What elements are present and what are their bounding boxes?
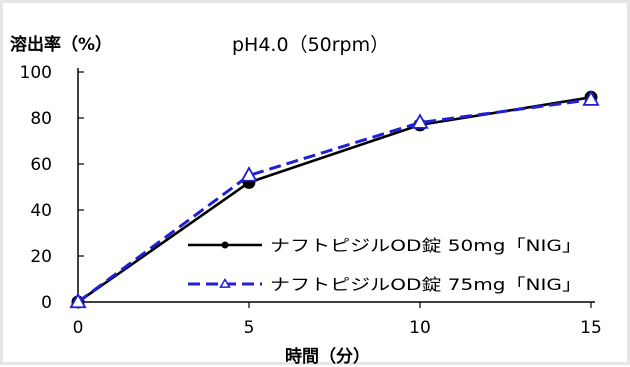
series-layer <box>69 90 600 309</box>
x-axis-label: 時間（分） <box>285 347 370 367</box>
y-tick-label: 60 <box>30 155 52 175</box>
y-tick-label: 0 <box>41 293 52 313</box>
legend-label-1: ナフトピジルOD錠 50mg「NIG」 <box>270 236 582 255</box>
y-tick-label: 100 <box>20 63 52 83</box>
chart-title: pH4.0（50rpm） <box>232 34 390 56</box>
series-line <box>77 98 592 304</box>
data-point <box>69 292 87 309</box>
data-point <box>240 166 258 182</box>
legend-marker-2 <box>219 278 231 288</box>
y-axis-label: 溶出率（%） <box>10 35 113 55</box>
legend: ナフトピジルOD錠 50mg「NIG」ナフトピジルOD錠 75mg「NIG」 <box>188 236 582 294</box>
y-tick-label: 80 <box>30 109 52 129</box>
series-2 <box>69 90 600 309</box>
x-tick-label: 15 <box>580 318 602 338</box>
x-tick-label: 0 <box>73 318 84 338</box>
y-tick-label: 20 <box>30 247 52 267</box>
legend-marker-1 <box>221 241 229 249</box>
axes <box>77 68 595 303</box>
x-ticks: 0 5 10 15 <box>73 302 602 338</box>
y-ticks: 0 20 40 60 80 100 <box>20 63 84 313</box>
data-point <box>411 113 429 129</box>
series-line <box>77 96 592 304</box>
data-point <box>582 90 600 106</box>
x-tick-label: 5 <box>244 318 255 338</box>
legend-label-2: ナフトピジルOD錠 75mg「NIG」 <box>270 275 582 294</box>
y-tick-label: 40 <box>30 201 52 221</box>
x-tick-label: 10 <box>409 318 431 338</box>
